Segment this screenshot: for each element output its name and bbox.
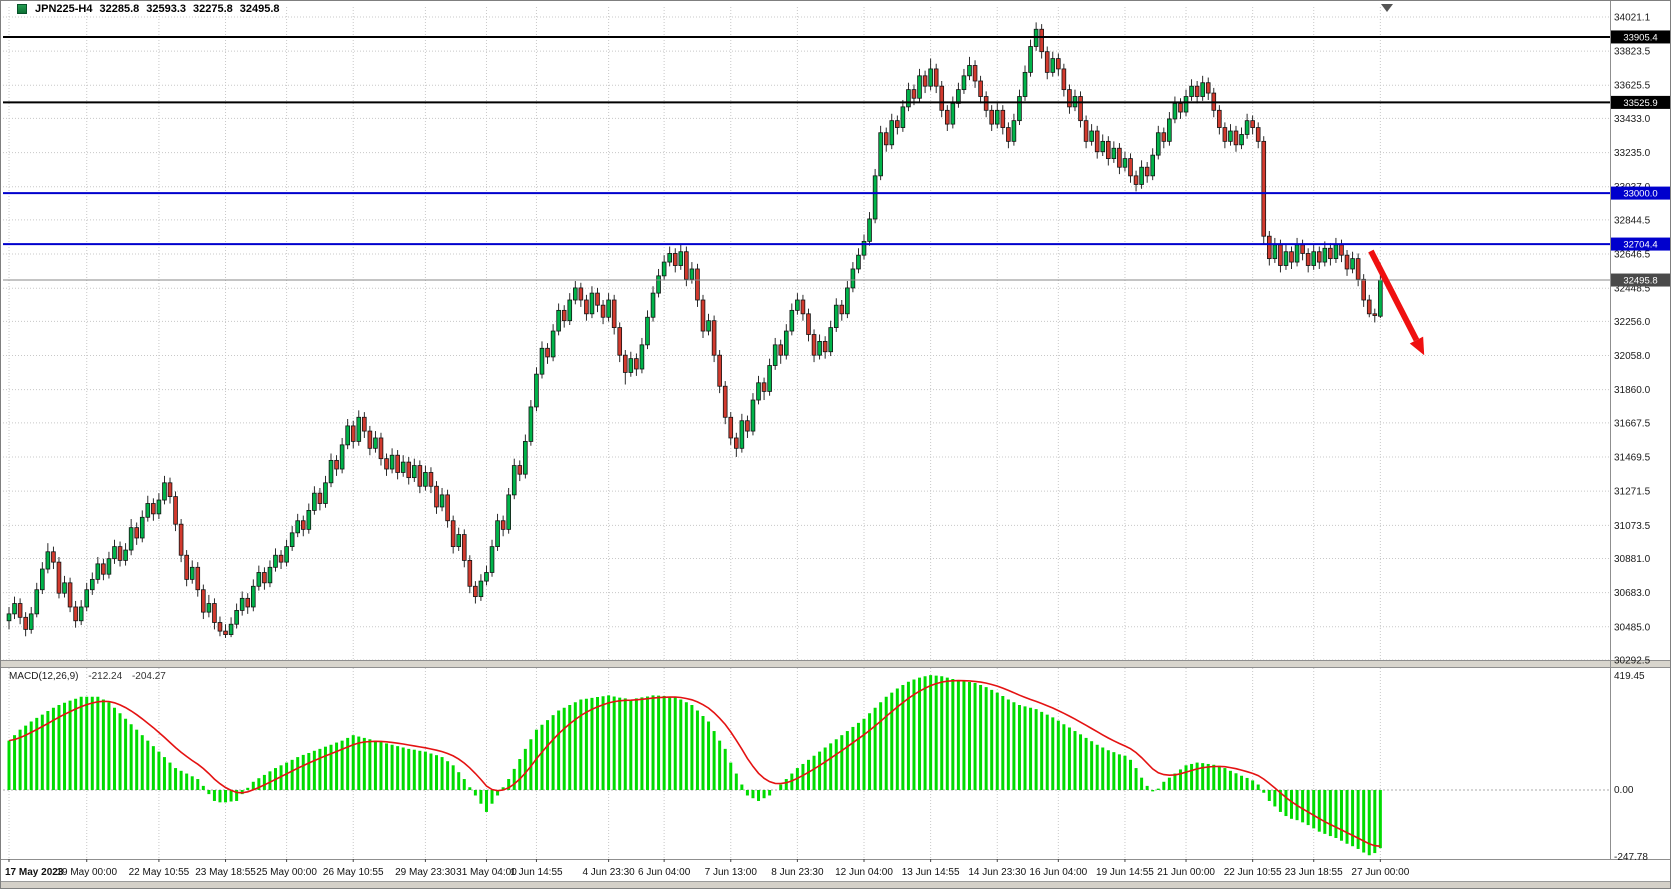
svg-text:-247.78: -247.78 — [1614, 852, 1648, 863]
svg-text:34021.1: 34021.1 — [1614, 13, 1651, 24]
svg-text:31271.5: 31271.5 — [1614, 487, 1651, 498]
svg-text:33823.5: 33823.5 — [1614, 47, 1651, 58]
horizontal-level-lines[interactable] — [3, 35, 1610, 281]
svg-text:7 Jun 13:00: 7 Jun 13:00 — [705, 867, 758, 878]
svg-text:419.45: 419.45 — [1614, 671, 1645, 682]
svg-text:8 Jun 23:30: 8 Jun 23:30 — [771, 867, 824, 878]
candlestick-chart-icon — [17, 4, 27, 14]
svg-text:30485.0: 30485.0 — [1614, 622, 1651, 633]
svg-text:14 Jun 23:30: 14 Jun 23:30 — [968, 867, 1026, 878]
chart-title: JPN225-H4 32285.8 32593.3 32275.8 32495.… — [17, 3, 280, 15]
svg-text:6 Jun 04:00: 6 Jun 04:00 — [638, 867, 691, 878]
svg-text:32646.5: 32646.5 — [1614, 250, 1651, 261]
svg-text:33905.4: 33905.4 — [1623, 33, 1657, 44]
macd-main-value: -212.24 — [88, 671, 123, 682]
svg-text:22 May 10:55: 22 May 10:55 — [129, 867, 190, 878]
svg-text:32256.0: 32256.0 — [1614, 317, 1651, 328]
svg-text:0.00: 0.00 — [1614, 785, 1634, 796]
svg-text:32058.0: 32058.0 — [1614, 351, 1651, 362]
svg-text:30881.0: 30881.0 — [1614, 554, 1651, 565]
svg-text:21 Jun 00:00: 21 Jun 00:00 — [1157, 867, 1215, 878]
svg-text:23 Jun 18:55: 23 Jun 18:55 — [1285, 867, 1343, 878]
svg-text:19 May 00:00: 19 May 00:00 — [56, 867, 117, 878]
svg-text:25 May 00:00: 25 May 00:00 — [256, 867, 317, 878]
price-level-label — [1611, 237, 1670, 251]
ohlc-open: 32285.8 — [99, 3, 140, 15]
macd-name: MACD(12,26,9) — [9, 671, 79, 682]
svg-text:29 May 23:30: 29 May 23:30 — [395, 867, 456, 878]
svg-text:30683.0: 30683.0 — [1614, 588, 1651, 599]
symbol-timeframe-label: JPN225-H4 — [35, 3, 93, 15]
svg-text:22 Jun 10:55: 22 Jun 10:55 — [1224, 867, 1282, 878]
svg-text:26 May 10:55: 26 May 10:55 — [323, 867, 384, 878]
svg-text:4 Jun 23:30: 4 Jun 23:30 — [582, 867, 635, 878]
svg-text:32448.5: 32448.5 — [1614, 284, 1651, 295]
svg-text:30292.5: 30292.5 — [1614, 656, 1651, 667]
price-level-label — [1611, 186, 1670, 200]
svg-text:31860.0: 31860.0 — [1614, 385, 1651, 396]
svg-text:19 Jun 14:55: 19 Jun 14:55 — [1096, 867, 1154, 878]
svg-text:1 Jun 14:55: 1 Jun 14:55 — [510, 867, 563, 878]
svg-text:31667.5: 31667.5 — [1614, 418, 1651, 429]
price-level-label — [1611, 30, 1670, 44]
macd-signal-value: -204.27 — [131, 671, 166, 682]
trend-arrow-annotation[interactable] — [1368, 249, 1425, 356]
svg-text:16 Jun 04:00: 16 Jun 04:00 — [1029, 867, 1087, 878]
svg-text:27 Jun 00:00: 27 Jun 00:00 — [1351, 867, 1409, 878]
svg-text:31469.5: 31469.5 — [1614, 453, 1651, 464]
svg-text:33625.5: 33625.5 — [1614, 81, 1651, 92]
macd-indicator-label: MACD(12,26,9) -212.24 -204.27 — [9, 671, 166, 682]
svg-text:32495.8: 32495.8 — [1623, 276, 1657, 287]
ohlc-low: 32275.8 — [193, 3, 233, 15]
ohlc-close: 32495.8 — [239, 3, 280, 15]
svg-text:33433.0: 33433.0 — [1614, 114, 1651, 125]
svg-text:12 Jun 04:00: 12 Jun 04:00 — [835, 867, 893, 878]
svg-text:31 May 04:00: 31 May 04:00 — [456, 867, 517, 878]
chart-shift-marker — [1381, 4, 1393, 12]
window-bottom-edge — [1, 881, 1670, 888]
svg-text:32704.4: 32704.4 — [1623, 240, 1657, 251]
svg-text:13 Jun 14:55: 13 Jun 14:55 — [902, 867, 960, 878]
panel-frame-and-splitter[interactable] — [1, 1, 1671, 860]
svg-text:33235.0: 33235.0 — [1614, 148, 1651, 159]
price-level-label — [1611, 95, 1670, 109]
candlesticks — [6, 22, 1383, 639]
gridlines — [3, 7, 1610, 859]
svg-text:17 May 2023: 17 May 2023 — [5, 867, 64, 878]
price-level-label — [1611, 273, 1670, 287]
svg-text:33000.0: 33000.0 — [1623, 189, 1657, 200]
svg-text:23 May 18:55: 23 May 18:55 — [195, 867, 256, 878]
price-and-time-axis[interactable]: 34021.133823.533625.533433.033235.033037… — [5, 13, 1670, 879]
svg-text:31073.5: 31073.5 — [1614, 521, 1651, 532]
svg-text:33525.9: 33525.9 — [1623, 98, 1657, 109]
svg-text:32844.5: 32844.5 — [1614, 215, 1651, 226]
ohlc-high: 32593.3 — [146, 3, 187, 15]
macd-indicator — [7, 675, 1382, 856]
